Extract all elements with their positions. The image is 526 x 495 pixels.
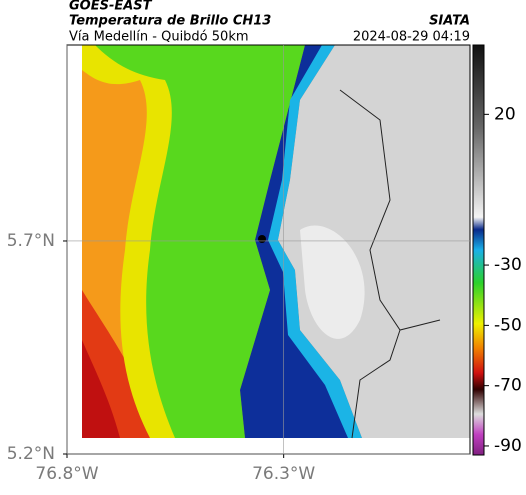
x-tick-label: 76.3°W [252,464,315,484]
source: GOES-EAST [69,0,153,14]
title: Temperatura de Brillo CH13 [69,14,271,29]
colorbar-tick-label: 20 [494,104,516,124]
colorbar-tick-label: -70 [494,376,522,396]
agency: SIATA [429,14,470,29]
subtitle: Vía Medellín - Quibdó 50km [69,30,249,45]
timestamp: 2024-08-29 04:19 [353,30,470,45]
x-tick-label: 76.8°W [35,464,98,484]
colorbar-tick-label: -90 [494,436,522,456]
y-tick-label: 5.2°N [7,444,55,464]
colorbar-tick-label: -50 [494,315,522,335]
colorbar [472,44,485,456]
colorbar-tick-label: -30 [494,255,522,275]
field [82,45,470,439]
y-tick-label: 5.7°N [7,231,55,251]
